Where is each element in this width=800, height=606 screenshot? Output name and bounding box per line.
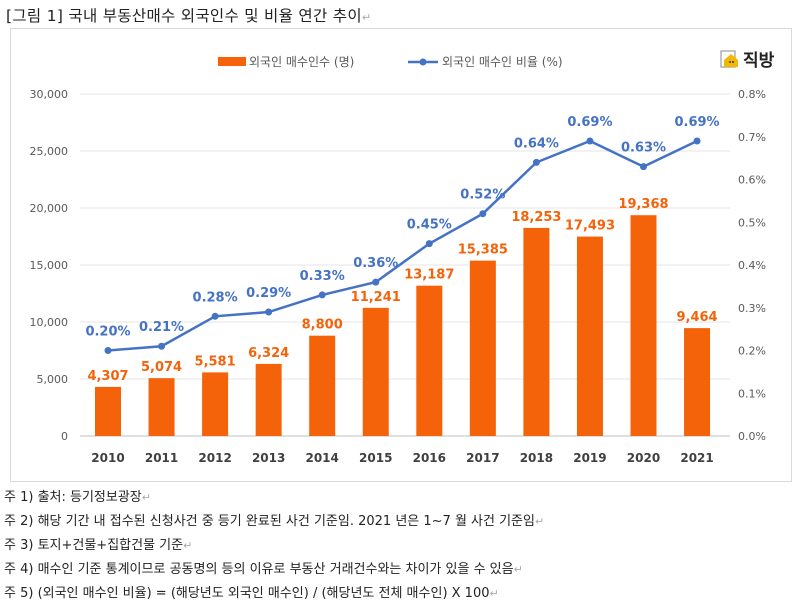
- bar-data-label: 5,074: [141, 360, 182, 375]
- left-tick-label: 15,000: [30, 259, 69, 272]
- figure-title: [그림 1] 국내 부동산매수 외국인수 및 비율 연간 추이↵: [6, 7, 372, 25]
- line-point: [372, 278, 380, 286]
- note-3: 주 3) 토지+건물+집합건물 기준↵: [4, 538, 193, 553]
- bar: [684, 328, 711, 436]
- line-point: [586, 137, 594, 145]
- right-tick-label: 0.8%: [738, 88, 766, 101]
- bar-data-label: 5,581: [195, 354, 236, 369]
- left-tick-label: 20,000: [30, 202, 69, 215]
- chart-frame: [10, 28, 792, 482]
- x-tick-label: 2012: [198, 451, 231, 465]
- bar-data-label: 8,800: [302, 318, 343, 333]
- line-point: [104, 347, 112, 354]
- x-tick-label: 2018: [520, 451, 553, 465]
- bar: [309, 335, 336, 436]
- house-icon: [720, 50, 738, 67]
- chart: 0 5,000 10,000 15,000 20,000 25,000 30,000 0.0%…: [30, 55, 766, 465]
- bar: [362, 307, 389, 436]
- bar: [576, 236, 603, 436]
- x-tick-label: 2017: [466, 451, 499, 465]
- legend-bar-label: 외국인 매수인수 (명): [249, 55, 354, 69]
- bar: [202, 372, 229, 436]
- line-data-label: 0.33%: [300, 269, 345, 284]
- bar-data-label: 17,493: [565, 219, 615, 234]
- x-tick-label: 2013: [252, 451, 285, 465]
- legend-bar-swatch: [218, 57, 246, 66]
- right-tick-label: 0.2%: [738, 345, 766, 358]
- bar: [469, 260, 496, 436]
- right-tick-label: 0.3%: [738, 302, 766, 315]
- left-tick-label: 0: [61, 430, 68, 443]
- right-tick-label: 0.0%: [738, 430, 766, 443]
- line-point: [318, 291, 326, 299]
- line-data-label: 0.21%: [139, 320, 184, 335]
- left-tick-label: 5,000: [37, 373, 69, 386]
- line-point: [425, 240, 433, 248]
- right-tick-label: 0.6%: [738, 174, 766, 187]
- notes: 주 1) 출처: 등기정보광장↵ 주 2) 해당 기간 내 접수된 신청사건 중…: [4, 486, 544, 606]
- x-tick-label: 2014: [305, 451, 338, 465]
- line-data-label: 0.20%: [85, 325, 130, 340]
- line-point: [693, 137, 701, 145]
- bar-data-label: 19,368: [618, 197, 668, 212]
- x-tick-label: 2010: [91, 451, 124, 465]
- bar: [148, 378, 175, 436]
- x-tick-label: 2015: [359, 451, 392, 465]
- line-data-label: 0.36%: [353, 256, 398, 271]
- bar: [416, 285, 443, 436]
- bar-data-label: 18,253: [511, 210, 561, 225]
- line-point: [640, 163, 647, 171]
- note-2: 주 2) 해당 기간 내 접수된 신청사건 중 등기 완료된 사건 기준임. 2…: [4, 514, 545, 529]
- legend-line-marker: [419, 58, 427, 66]
- bar: [255, 363, 282, 436]
- line-point: [158, 342, 166, 350]
- left-tick-label: 25,000: [30, 145, 69, 158]
- bar-data-label: 9,464: [676, 310, 717, 325]
- line-point: [211, 312, 219, 320]
- x-tick-label: 2011: [145, 451, 178, 465]
- ratio-line: [107, 139, 698, 352]
- line-data-label: 0.63%: [621, 141, 666, 156]
- bar: [523, 227, 550, 436]
- right-tick-label: 0.1%: [738, 387, 766, 400]
- line-data-label: 0.69%: [674, 115, 719, 130]
- line-point: [532, 158, 540, 166]
- x-tick-label: 2020: [627, 451, 660, 465]
- x-tick-label: 2016: [413, 451, 446, 465]
- note-1: 주 1) 출처: 등기정보광장↵: [4, 490, 151, 505]
- bar-data-label: 6,324: [248, 346, 289, 361]
- note-4: 주 4) 매수인 기준 통계이므로 공동명의 등의 이유로 부동산 거래건수와는…: [4, 562, 523, 577]
- note-5: 주 5) (외국인 매수인 비율) = (해당년도 외국인 매수인) / (해당…: [4, 586, 499, 601]
- line-data-label: 0.45%: [407, 218, 452, 233]
- bar-data-label: 11,241: [351, 290, 401, 305]
- right-tick-label: 0.4%: [738, 259, 766, 272]
- line-point: [479, 210, 487, 218]
- line-data-label: 0.69%: [567, 115, 612, 130]
- bar: [95, 386, 121, 436]
- zigbang-logo: 직방: [720, 46, 774, 71]
- x-tick-label: 2019: [573, 451, 606, 465]
- line-data-label: 0.29%: [246, 286, 291, 301]
- right-tick-label: 0.7%: [738, 131, 766, 144]
- bar-data-label: 13,187: [404, 268, 454, 283]
- left-tick-label: 30,000: [30, 88, 69, 101]
- bar: [630, 215, 657, 436]
- line-data-label: 0.52%: [460, 188, 505, 203]
- legend-line-label: 외국인 매수인 비율 (%): [442, 55, 563, 69]
- x-tick-label: 2021: [680, 451, 713, 465]
- bar-data-label: 4,307: [87, 369, 128, 384]
- line-point: [265, 308, 273, 316]
- line-data-label: 0.28%: [193, 290, 238, 305]
- right-tick-label: 0.5%: [738, 216, 766, 229]
- bar-data-label: 15,385: [458, 243, 508, 258]
- line-data-label: 0.64%: [514, 136, 559, 151]
- left-tick-label: 10,000: [30, 316, 69, 329]
